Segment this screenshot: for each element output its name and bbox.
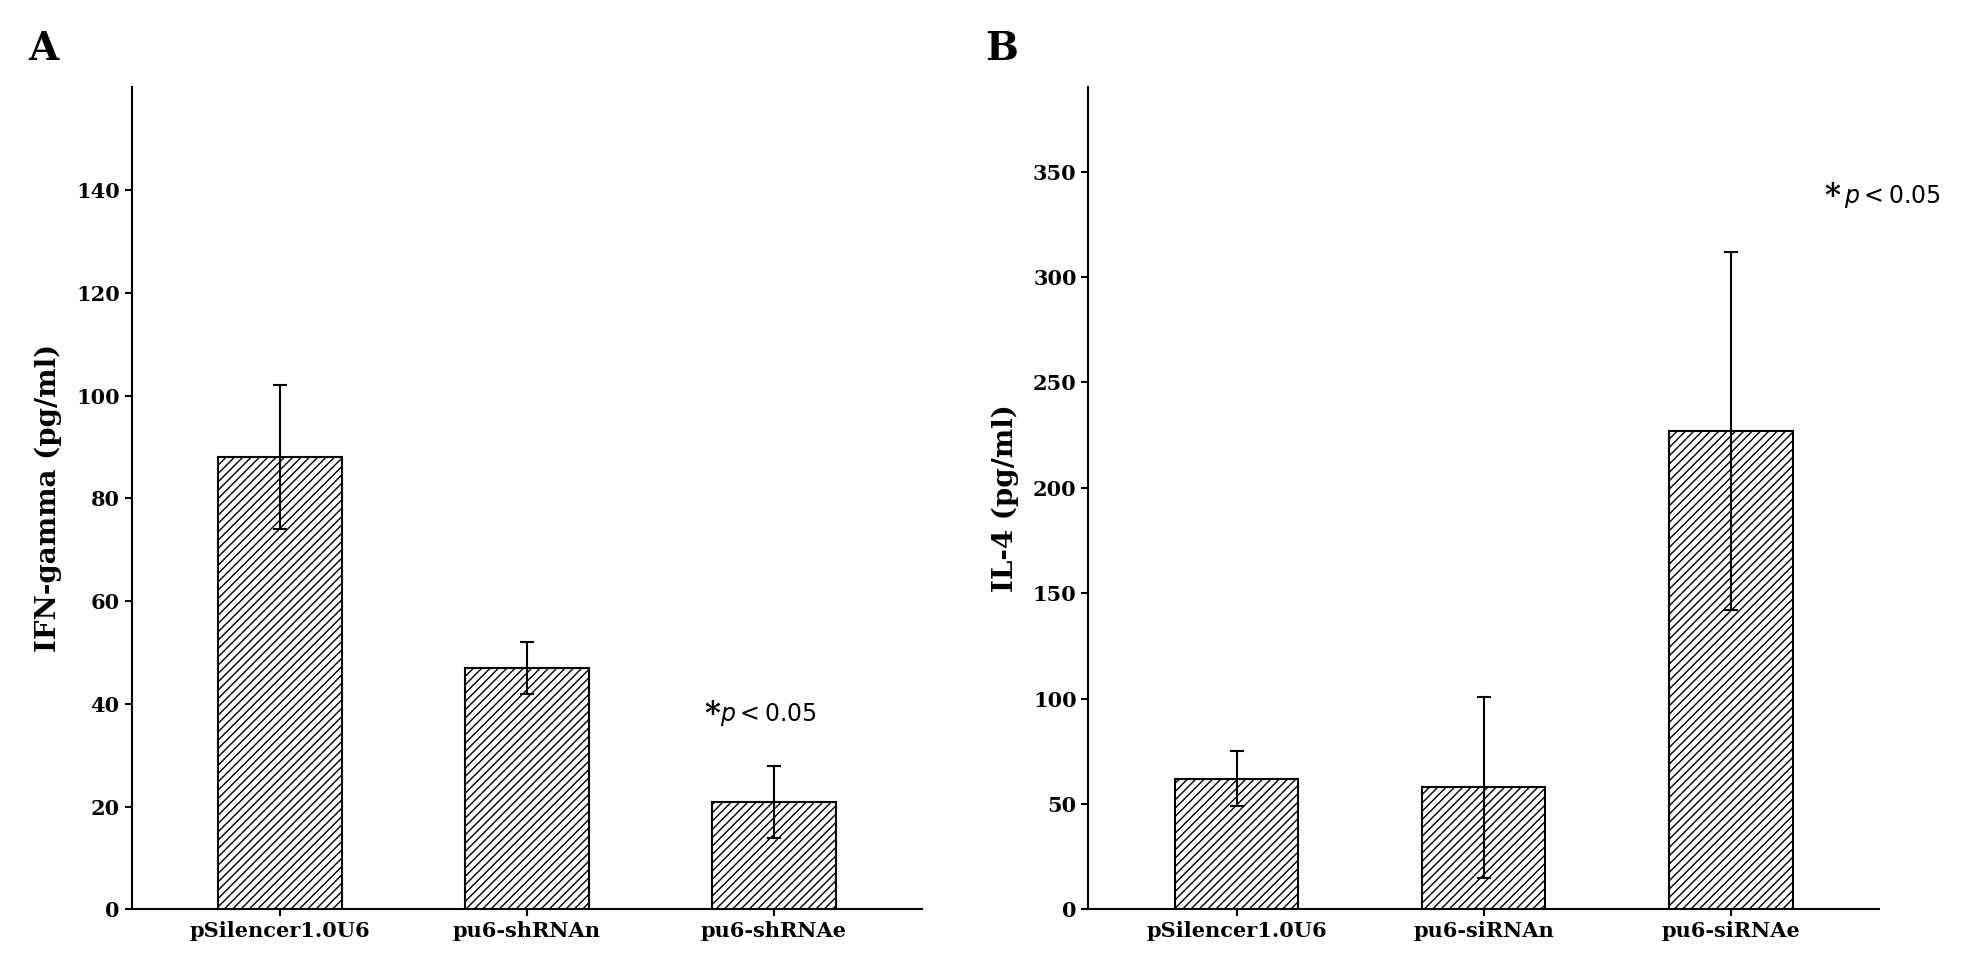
Text: $p < 0.05$: $p < 0.05$ (1845, 183, 1940, 211)
Bar (1174, 779, 1299, 910)
Text: *: * (705, 699, 721, 730)
Y-axis label: IFN-gamma (pg/ml): IFN-gamma (pg/ml) (36, 345, 61, 653)
Bar (465, 668, 588, 910)
Y-axis label: IL-4 (pg/ml): IL-4 (pg/ml) (992, 404, 1020, 592)
Text: A: A (30, 30, 59, 67)
Bar (713, 801, 836, 910)
Text: *: * (1826, 182, 1841, 213)
Bar (218, 458, 341, 910)
Text: B: B (986, 30, 1018, 67)
Bar (1669, 431, 1792, 910)
Text: $p < 0.05$: $p < 0.05$ (719, 701, 816, 728)
Bar (1422, 788, 1546, 910)
